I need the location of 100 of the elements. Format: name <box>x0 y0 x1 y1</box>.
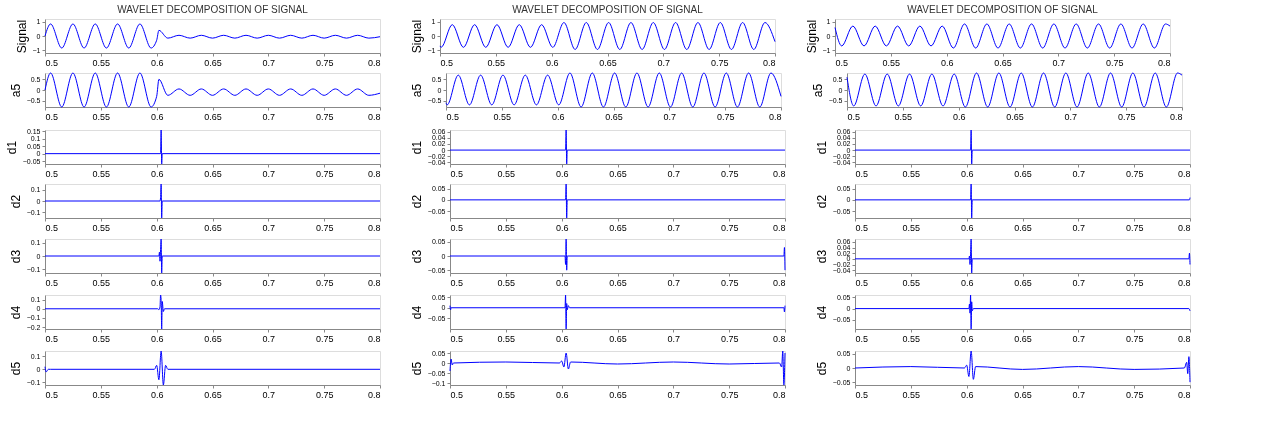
x-tick-label: 0.65 <box>599 57 617 68</box>
x-tick-label: 0.7 <box>1072 168 1086 179</box>
x-tick-label: 0.5 <box>855 222 869 233</box>
x-tick-label: 0.7 <box>1052 57 1066 68</box>
x-tick-label: 0.5 <box>45 168 59 179</box>
x-tick-label: 0.6 <box>960 277 974 288</box>
x-tick-label: 0.65 <box>994 57 1012 68</box>
line-series <box>449 350 786 386</box>
line-series <box>44 23 381 49</box>
x-tick-label: 0.7 <box>262 277 276 288</box>
x-tick-label: 0.8 <box>1177 389 1191 400</box>
x-tick-label: 0.75 <box>315 168 334 179</box>
y-axis-title: d2 <box>8 194 23 209</box>
x-tick-label: 0.8 <box>367 111 381 122</box>
x-tick-label: 0.75 <box>315 277 334 288</box>
line-series <box>44 72 381 108</box>
x-tick-label: 0.75 <box>315 57 334 68</box>
x-tick-label: 0.75 <box>315 111 334 122</box>
line-series <box>44 294 381 330</box>
x-tick-label: 0.75 <box>1125 222 1144 233</box>
x-tick-label: 0.65 <box>1014 277 1032 288</box>
x-tick-label: 0.6 <box>960 389 974 400</box>
x-tick-label: 0.65 <box>609 389 627 400</box>
x-tick-label: 0.8 <box>367 57 381 68</box>
x-tick-label: 0.8 <box>772 222 786 233</box>
x-tick-label: 0.65 <box>204 333 222 344</box>
y-axis-title: d3 <box>814 249 829 264</box>
x-tick-label: 0.6 <box>555 168 569 179</box>
x-tick-label: 0.65 <box>204 168 222 179</box>
x-tick-label: 0.75 <box>716 111 735 122</box>
line-series <box>44 238 381 274</box>
x-tick-label: 0.6 <box>150 277 164 288</box>
y-axis-title: a5 <box>8 83 23 98</box>
x-tick-label: 0.65 <box>609 277 627 288</box>
x-tick-label: 0.55 <box>92 111 111 122</box>
x-tick-label: 0.5 <box>855 333 869 344</box>
x-tick-label: 0.5 <box>855 389 869 400</box>
x-tick-label: 0.8 <box>768 111 782 122</box>
y-axis-title: Signal <box>804 19 819 54</box>
x-tick-label: 0.7 <box>262 222 276 233</box>
x-tick-label: 0.8 <box>762 57 776 68</box>
x-tick-label: 0.8 <box>1169 111 1183 122</box>
x-tick-label: 0.8 <box>772 277 786 288</box>
line-series <box>854 238 1191 274</box>
x-tick-label: 0.6 <box>555 389 569 400</box>
x-tick-label: 0.5 <box>450 389 464 400</box>
x-tick-label: 0.55 <box>902 222 921 233</box>
line-series <box>854 183 1191 219</box>
x-tick-label: 0.75 <box>720 389 739 400</box>
x-tick-label: 0.7 <box>1072 333 1086 344</box>
line-series <box>445 72 782 108</box>
y-axis-title: Signal <box>14 19 29 54</box>
y-axis-title: d3 <box>8 249 23 264</box>
x-tick-label: 0.65 <box>204 57 222 68</box>
x-tick-label: 0.55 <box>487 57 506 68</box>
y-axis-title: d2 <box>814 194 829 209</box>
x-tick-label: 0.7 <box>663 111 677 122</box>
x-tick-label: 0.5 <box>450 333 464 344</box>
x-tick-label: 0.55 <box>894 111 913 122</box>
x-tick-label: 0.55 <box>497 222 516 233</box>
x-tick-label: 0.65 <box>1006 111 1024 122</box>
x-tick-label: 0.7 <box>1072 389 1086 400</box>
x-tick-label: 0.8 <box>772 333 786 344</box>
x-tick-label: 0.5 <box>450 222 464 233</box>
line-series <box>854 294 1191 330</box>
x-tick-label: 0.65 <box>609 333 627 344</box>
x-tick-label: 0.6 <box>150 111 164 122</box>
x-tick-label: 0.65 <box>609 222 627 233</box>
x-tick-label: 0.5 <box>855 168 869 179</box>
x-tick-label: 0.65 <box>1014 389 1032 400</box>
x-tick-label: 0.7 <box>1064 111 1078 122</box>
x-tick-label: 0.55 <box>92 277 111 288</box>
x-tick-label: 0.8 <box>772 389 786 400</box>
x-tick-label: 0.7 <box>1072 222 1086 233</box>
x-tick-label: 0.75 <box>720 277 739 288</box>
x-tick-label: 0.8 <box>1157 57 1171 68</box>
line-series <box>449 294 786 330</box>
x-tick-label: 0.55 <box>92 389 111 400</box>
x-tick-label: 0.8 <box>367 168 381 179</box>
x-tick-label: 0.55 <box>497 389 516 400</box>
line-series <box>44 183 381 219</box>
x-tick-label: 0.6 <box>960 222 974 233</box>
x-tick-label: 0.6 <box>555 277 569 288</box>
x-tick-label: 0.5 <box>855 277 869 288</box>
x-tick-label: 0.5 <box>45 57 59 68</box>
x-tick-label: 0.55 <box>902 333 921 344</box>
x-tick-label: 0.75 <box>710 57 729 68</box>
line-series <box>439 22 776 50</box>
chart-title: WAVELET DECOMPOSITION OF SIGNAL <box>117 3 309 15</box>
x-tick-label: 0.75 <box>720 168 739 179</box>
y-axis-title: d4 <box>409 305 424 320</box>
x-tick-label: 0.75 <box>315 389 334 400</box>
x-tick-label: 0.6 <box>545 57 559 68</box>
y-axis-title: d1 <box>409 140 424 155</box>
x-tick-label: 0.65 <box>1014 168 1032 179</box>
x-tick-label: 0.75 <box>1125 277 1144 288</box>
x-tick-label: 0.75 <box>720 222 739 233</box>
x-tick-label: 0.7 <box>667 333 681 344</box>
x-tick-label: 0.6 <box>150 222 164 233</box>
x-tick-label: 0.7 <box>262 389 276 400</box>
